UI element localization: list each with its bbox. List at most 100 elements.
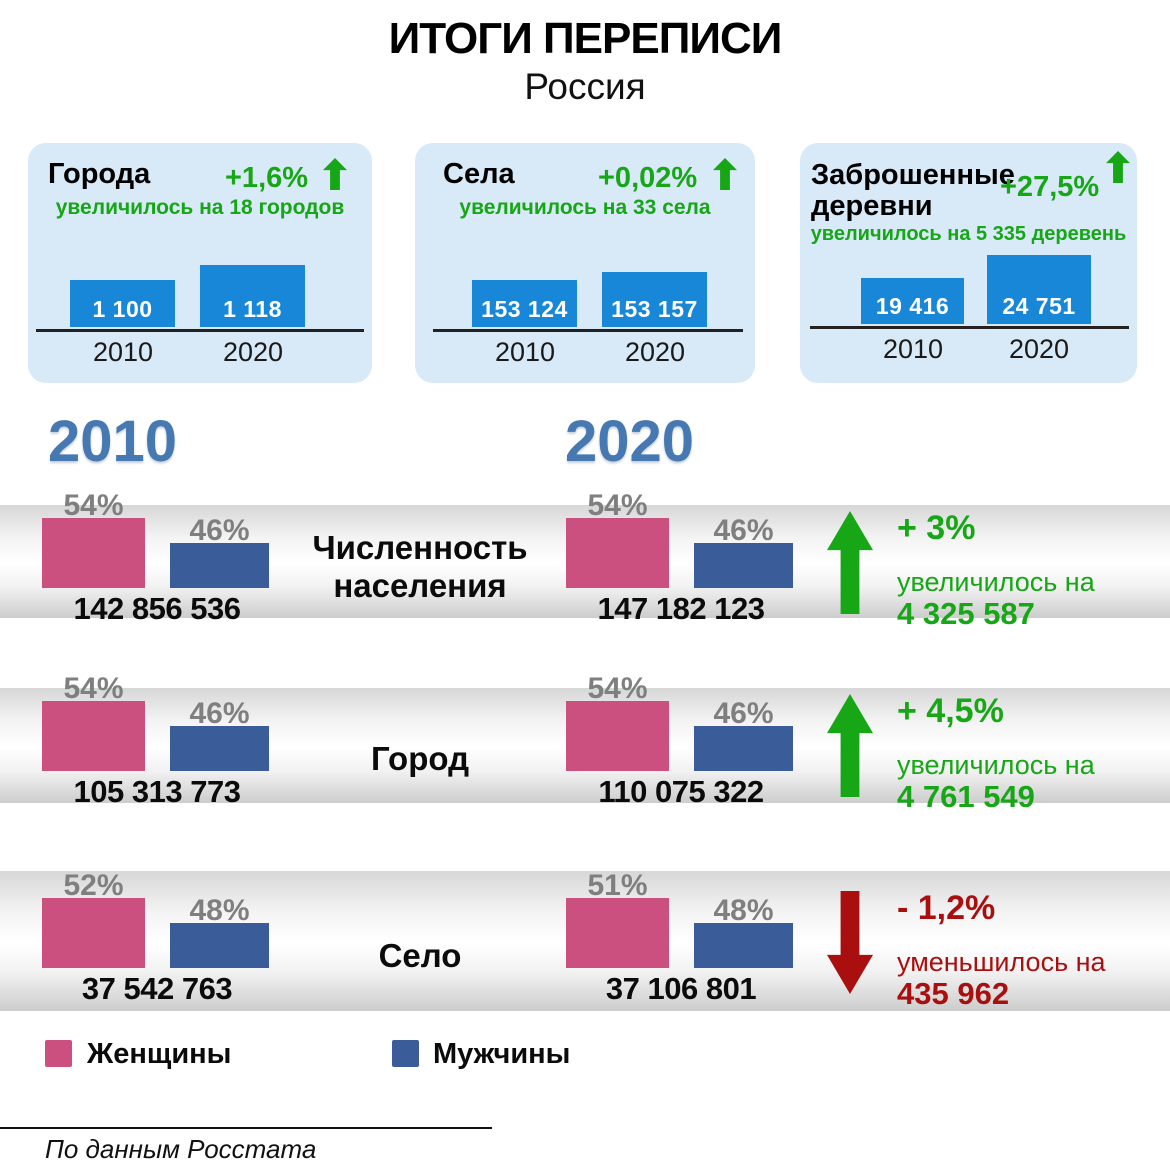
men-pct-label: 46% [189,697,250,730]
card-title: Села [443,158,515,190]
bar-2010: 1 100 [70,280,175,327]
men-pct-label: 46% [713,514,774,547]
legend-men-swatch [392,1040,419,1067]
card-cities: Города +1,6% увеличилось на 18 городов 1… [28,143,372,383]
group-2020: 54% 46% 110 075 322 [566,672,796,809]
women-pct-label: 54% [587,672,648,705]
total-population: 110 075 322 [598,774,764,809]
women-pct-label: 51% [587,869,648,902]
row-label: Село [378,937,462,974]
change-note: увеличилось на [897,567,1095,597]
card-change-pct: +1,6% [225,162,309,194]
arrow-down-icon [827,891,873,994]
change-note: уменьшилось на [897,947,1106,977]
row-population: 54% 46% 142 856 536 Численность населени… [0,489,1170,631]
axis-line [433,329,743,332]
source-text: По данным Росстата [45,1134,317,1164]
page-title: ИТОГИ ПЕРЕПИСИ [388,14,783,63]
women-bar [566,701,669,771]
bar-2020: 24 751 [987,255,1091,324]
arrow-up-icon [1106,151,1130,183]
women-pct-label: 54% [63,672,124,705]
card-abandoned-villages: Заброшенные деревни +27,5% увеличилось н… [800,143,1137,383]
card-title: Города [48,158,151,190]
bar-value: 24 751 [1002,293,1076,319]
women-bar [42,701,145,771]
bar-value: 153 124 [481,296,568,322]
men-bar [170,543,269,588]
men-bar [694,543,793,588]
row-label: Численность населения [312,529,528,604]
group-2010: 54% 46% 105 313 773 [42,672,272,809]
year-label: 2010 [92,337,154,367]
row-city: 54% 46% 105 313 773 Город 54% 46% 110 07… [0,672,1170,814]
total-population: 105 313 773 [73,774,241,809]
change-pct: + 3% [897,509,976,547]
arrow-up-icon [827,511,873,614]
bar-value: 1 100 [92,296,153,322]
legend-women-swatch [45,1040,72,1067]
men-pct-label: 46% [713,697,774,730]
men-bar [170,726,269,771]
bar-value: 1 118 [223,296,282,322]
total-population: 37 542 763 [81,971,233,1006]
women-pct-label: 54% [587,489,648,522]
men-pct-label: 46% [189,514,250,547]
card-villages: Села +0,02% увеличилось на 33 села 153 1… [415,143,755,383]
axis-line [810,326,1129,329]
change-block: + 3% увеличилось на 4 325 587 [827,505,1157,631]
year-label: 2020 [624,337,686,367]
card-change-pct: +27,5% [1000,171,1100,203]
bar-2010: 19 416 [861,278,964,324]
men-pct-label: 48% [189,894,250,927]
group-2020: 54% 46% 147 182 123 [566,489,796,626]
arrow-up-icon [827,694,873,797]
total-population: 142 856 536 [73,591,241,626]
women-bar [566,518,669,588]
year-label: 2010 [882,334,944,364]
women-pct-label: 54% [63,489,124,522]
total-population: 37 106 801 [605,971,757,1006]
arrow-up-icon [323,158,347,190]
men-bar [694,923,793,968]
year-label: 2020 [1008,334,1070,364]
year-header-2010: 2010 [48,409,178,474]
bar-value: 153 157 [611,296,698,322]
row-village: 52% 48% 37 542 763 Село 51% 48% 37 106 8… [0,869,1170,1011]
women-pct-label: 52% [63,869,124,902]
change-block: - 1,2% уменьшилось на 435 962 [827,885,1157,1025]
card-note: увеличилось на 33 села [459,196,711,219]
card-note: увеличилось на 5 335 деревень [810,223,1127,245]
women-bar [42,898,145,968]
total-population: 147 182 123 [597,591,765,626]
card-change-pct: +0,02% [598,162,698,194]
source-divider [0,1127,492,1129]
men-pct-label: 48% [713,894,774,927]
group-2010: 52% 48% 37 542 763 [42,869,272,1025]
change-note: увеличилось на [897,750,1095,780]
card-note: увеличилось на 18 городов [55,196,345,219]
group-2010: 54% 46% 142 856 536 [42,489,272,626]
legend-women-label: Женщины [87,1038,232,1070]
group-2020: 51% 48% 37 106 801 [566,869,796,1025]
arrow-up-icon [713,158,737,190]
year-header-2020: 2020 [565,409,695,474]
legend-men-label: Мужчины [433,1038,571,1070]
change-block: + 4,5% увеличилось на 4 761 549 [827,688,1157,814]
men-bar [694,726,793,771]
change-amount: 4 761 549 [897,779,1035,814]
row-label: Город [370,740,470,777]
change-pct: + 4,5% [897,692,1004,730]
year-label: 2010 [494,337,556,367]
year-label: 2020 [222,337,284,367]
women-bar [42,518,145,588]
women-bar [566,898,669,968]
change-amount: 4 325 587 [897,596,1035,631]
axis-line [36,329,364,332]
change-amount: 435 962 [897,976,1010,1011]
bar-2020: 153 157 [602,272,707,327]
men-bar [170,923,269,968]
bar-2020: 1 118 [200,265,305,327]
change-pct: - 1,2% [897,889,996,927]
